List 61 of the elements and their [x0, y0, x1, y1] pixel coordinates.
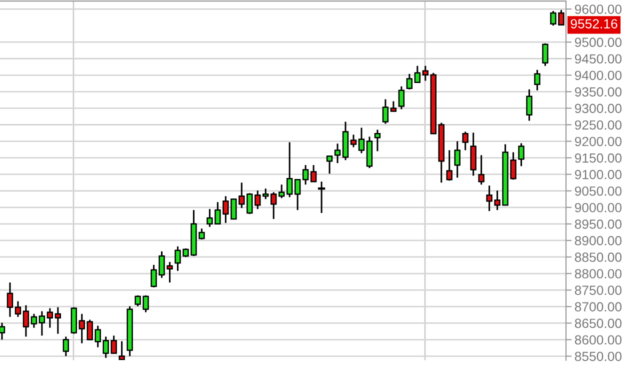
candlestick [22, 304, 30, 338]
candlestick [382, 98, 389, 125]
y-tick-label: 9300.00 [574, 104, 622, 114]
candlestick [278, 184, 285, 199]
y-tick-label: 8550.00 [574, 352, 622, 362]
candlestick [526, 88, 532, 122]
candlestick [270, 191, 277, 220]
candlestick [334, 142, 341, 164]
candlestick [478, 154, 484, 186]
candlestick [286, 142, 293, 198]
candlestick [406, 73, 413, 90]
candlestick [6, 282, 14, 318]
candlestick [294, 178, 301, 211]
candlestick [414, 65, 421, 84]
y-tick-label: 9250.00 [574, 120, 622, 130]
text: 9552.16 [570, 19, 618, 28]
y-tick-label: 9400.00 [574, 70, 622, 80]
candlestick [38, 310, 46, 336]
y-tick-label: 9600.00 [574, 4, 622, 14]
y-tick-label: 9350.00 [574, 87, 622, 97]
candlestick [326, 155, 333, 174]
candlestick [310, 164, 317, 182]
candlestick [358, 126, 365, 154]
candlestick [454, 140, 460, 178]
y-tick-label: 8750.00 [574, 286, 622, 295]
candlestick [14, 300, 22, 318]
y-tick-label: 9000.00 [574, 202, 622, 212]
candlestick [86, 319, 93, 340]
candlestick [390, 100, 397, 112]
candlestick [54, 306, 62, 334]
candlestick [0, 322, 6, 340]
candlestick [46, 307, 54, 329]
y-tick-label: 9200.00 [574, 136, 622, 146]
y-tick-label: 8900.00 [574, 236, 622, 246]
y-tick-label: 9050.00 [574, 186, 622, 196]
candlestick [422, 65, 428, 82]
candlestick [350, 134, 357, 148]
candlestick [254, 190, 261, 210]
y-tick-label: 9150.00 [574, 153, 622, 163]
y-tick-label: 8650.00 [574, 318, 622, 328]
candlestick [118, 340, 125, 360]
y-tick-label: 8850.00 [574, 252, 622, 262]
candlestick [62, 336, 70, 357]
y-tick-label: 9500.00 [574, 38, 622, 48]
candlestick [302, 164, 309, 186]
y-tick-label: 8800.00 [574, 269, 622, 278]
y-tick-label: 8950.00 [574, 220, 622, 229]
y-tick-label: 9450.00 [574, 54, 622, 64]
y-tick-label: 8600.00 [574, 335, 622, 345]
candlestick [374, 128, 381, 152]
candlestick [542, 42, 548, 67]
candlestick [470, 132, 476, 176]
candlestick [398, 86, 405, 110]
y-tick-label: 9100.00 [574, 170, 622, 180]
candlestick [446, 149, 452, 182]
candlestick [78, 313, 85, 344]
candlestick [30, 313, 38, 329]
candlestick [462, 130, 468, 151]
y-tick-label: 8700.00 [574, 302, 622, 312]
candlestick [534, 69, 540, 92]
candlestick [262, 188, 269, 200]
